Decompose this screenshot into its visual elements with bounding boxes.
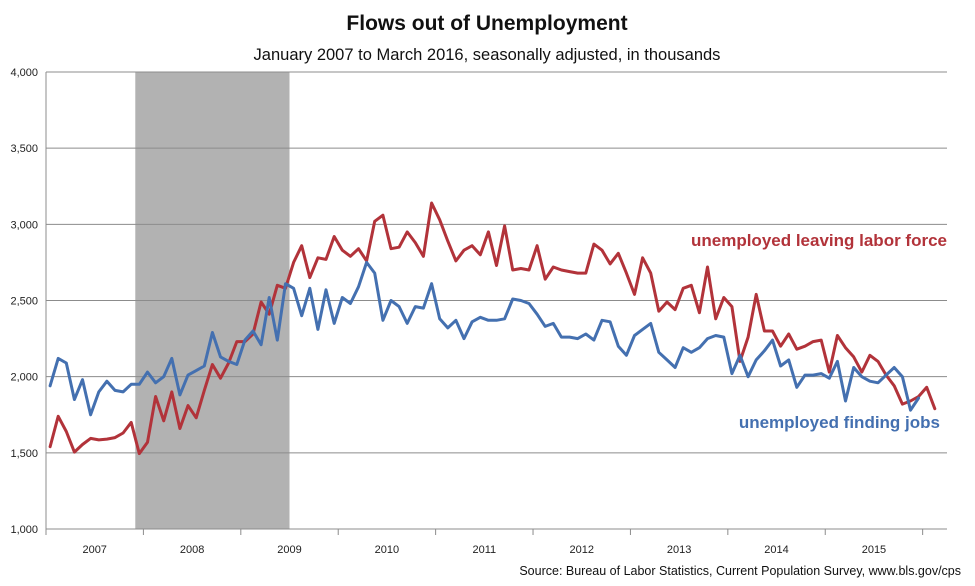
x-tick-label: 2011	[472, 544, 496, 556]
y-tick-label: 1,500	[10, 448, 38, 460]
chart-title: Flows out of Unemployment	[346, 12, 627, 35]
y-tick-label: 4,000	[10, 67, 38, 79]
y-tick-label: 3,500	[10, 143, 38, 155]
series-line-leaving-labor-force	[48, 201, 937, 456]
y-tick-label: 2,000	[10, 372, 38, 384]
x-tick-label: 2009	[277, 544, 301, 556]
x-tick-label: 2013	[667, 544, 691, 556]
y-tick-label: 3,000	[10, 219, 38, 231]
x-tick-label: 2008	[180, 544, 204, 556]
y-tick-label: 1,000	[10, 524, 38, 536]
x-tick-label: 2012	[569, 544, 593, 556]
source-note: Source: Bureau of Labor Statistics, Curr…	[519, 564, 961, 578]
x-tick-label: 2015	[862, 544, 886, 556]
series-label-finding: unemployed finding jobs	[739, 413, 940, 432]
x-tick-label: 2010	[375, 544, 399, 556]
x-tick-label: 2007	[82, 544, 106, 556]
series-line-finding-jobs	[48, 260, 921, 417]
x-tick-label: 2014	[764, 544, 788, 556]
y-tick-label: 2,500	[10, 296, 38, 308]
chart-subtitle: January 2007 to March 2016, seasonally a…	[254, 46, 721, 64]
series-label-leaving: unemployed leaving labor force	[691, 231, 947, 250]
